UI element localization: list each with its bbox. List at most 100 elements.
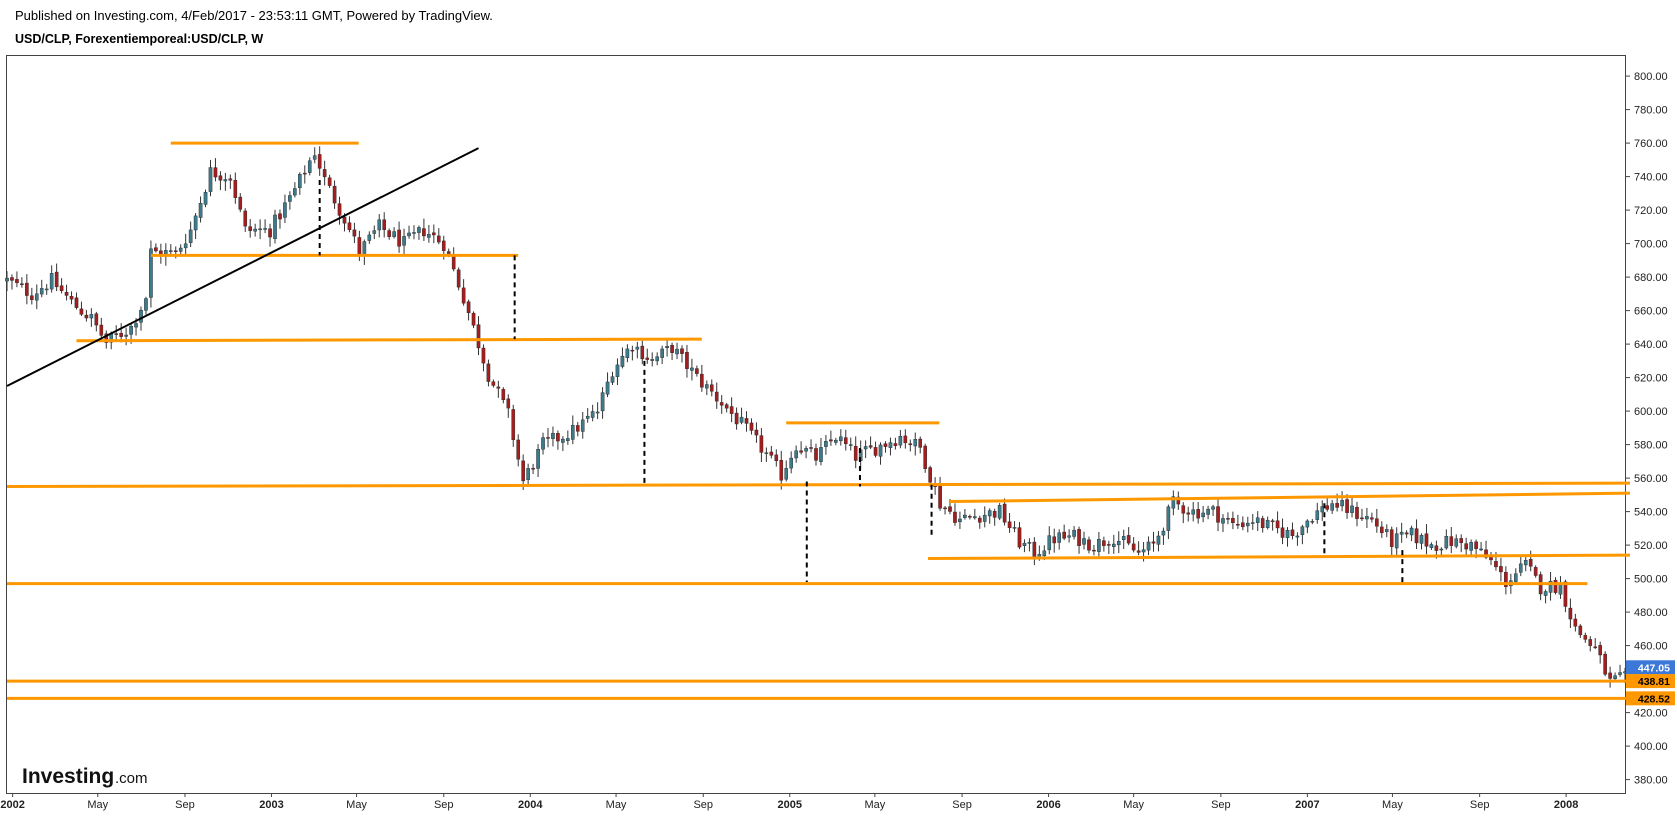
candle-body (625, 348, 630, 358)
candle-body (754, 429, 759, 436)
candle-body (1360, 517, 1364, 520)
price-tick-label: 580.00 (1634, 440, 1668, 452)
candle-body (1439, 548, 1444, 551)
price-tick-label: 680.00 (1634, 272, 1668, 284)
candle-body (1275, 520, 1280, 529)
candle-body (650, 359, 655, 361)
candle-body (1548, 580, 1553, 593)
candle-body (357, 237, 362, 255)
candle-body (15, 279, 19, 283)
candle-body (1310, 521, 1315, 523)
price-axis[interactable]: 800.00 780.00 760.00 740.00 720.00 700.00 680.… (1625, 71, 1668, 787)
candle-body (476, 324, 481, 349)
candle-body (387, 230, 391, 237)
candle-body (868, 445, 873, 448)
candle-body (30, 295, 34, 300)
candle-body (814, 448, 818, 461)
candle-body (1568, 607, 1573, 620)
candle-body (645, 357, 650, 360)
candle-body (913, 439, 918, 447)
candle-body (5, 277, 9, 282)
candle-body (1067, 535, 1071, 538)
candle-body (1166, 506, 1171, 531)
price-tick-label: 760.00 (1634, 138, 1668, 150)
candle-body (44, 288, 49, 291)
candle-body (1161, 530, 1166, 536)
candle-body (561, 438, 565, 443)
candle-body (1603, 653, 1607, 675)
candle-body (1186, 512, 1191, 515)
candle-body (1454, 538, 1459, 547)
horizontal-level-line (6, 481, 1630, 488)
time-axis[interactable]: 2002 May Sep 2003 May Sep 2004 May Sep 2005 May Sep… (0, 793, 1578, 811)
candle-body (327, 177, 332, 186)
time-tick-label: 2008 (1554, 799, 1578, 811)
time-tick-label: Sep (1211, 799, 1231, 811)
candle-body (1245, 522, 1250, 527)
candle-body (337, 203, 342, 216)
time-tick-label: May (346, 799, 367, 811)
candle-body (1330, 503, 1334, 511)
candle-body (1315, 510, 1320, 520)
candle-body (258, 228, 262, 231)
candle-body (233, 180, 238, 198)
candle-body (506, 398, 511, 409)
candle-body (700, 373, 704, 388)
candle-body (1305, 520, 1310, 528)
candle-body (1613, 675, 1617, 679)
candle-body (1151, 541, 1156, 544)
candle-body (739, 416, 744, 423)
price-tick-label: 660.00 (1634, 306, 1668, 318)
candle-body (585, 415, 590, 419)
time-tick-label: Sep (175, 799, 195, 811)
candle-body (188, 229, 193, 243)
last-price-badge-label: 447.05 (1638, 662, 1670, 674)
candle-body (99, 324, 104, 336)
candle-body (1514, 573, 1518, 582)
candle-body (615, 364, 620, 377)
candle-body (918, 438, 923, 448)
candle-body (794, 450, 798, 459)
candle-body (417, 227, 421, 233)
candle-body (89, 314, 94, 319)
candle-body (734, 412, 739, 425)
candle-body (377, 219, 382, 231)
published-info: Published on Investing.com, 4/Feb/2017 -… (15, 8, 493, 23)
candle-body (1355, 506, 1359, 519)
candle-body (407, 232, 411, 237)
candle-body (1464, 543, 1468, 550)
candle-body (1424, 533, 1429, 547)
candle-body (1032, 541, 1037, 559)
candle-body (362, 241, 367, 256)
candle-body (1002, 503, 1007, 523)
candle-body (69, 296, 74, 300)
candle-body (590, 411, 595, 418)
candle-body (1126, 535, 1131, 544)
candle-body (1583, 635, 1588, 640)
candle-body (397, 229, 401, 247)
candle-body (749, 422, 754, 431)
candle-body (898, 436, 903, 446)
price-tick-label: 740.00 (1634, 172, 1668, 184)
candle-body (1543, 591, 1548, 596)
candle-body (461, 287, 466, 304)
candle-body (1027, 542, 1032, 544)
candle-body (1419, 535, 1424, 544)
candle-body (1052, 536, 1057, 544)
candle-body (953, 511, 957, 523)
level-price-badge-label: 438.81 (1638, 676, 1670, 688)
candle-body (1097, 539, 1101, 552)
time-tick-label: 2007 (1295, 799, 1319, 811)
candle-body (1469, 542, 1473, 551)
candle-body (1578, 625, 1583, 636)
candle-body (1047, 535, 1052, 551)
candle-body (198, 203, 203, 218)
candle-body (968, 516, 972, 518)
candle-body (1414, 528, 1419, 544)
candle-body (1241, 522, 1245, 528)
candle-body (1285, 530, 1290, 538)
candle-body (1429, 544, 1434, 548)
candle-body (714, 391, 719, 402)
candle-body (1370, 517, 1374, 520)
